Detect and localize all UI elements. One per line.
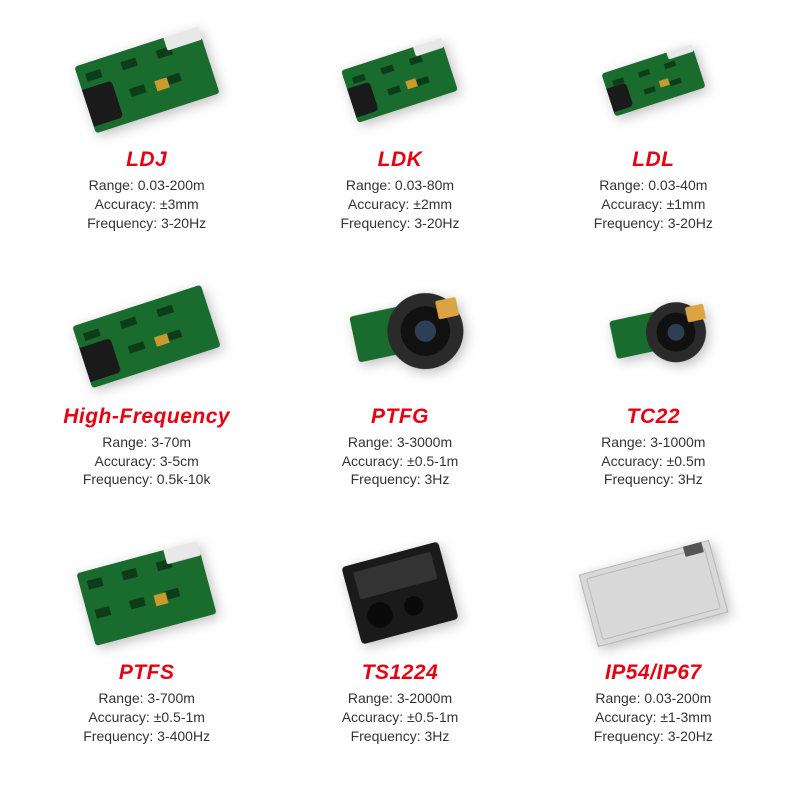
product-title: TC22 — [627, 405, 680, 429]
spec-accuracy: Accuracy: 3-5cm — [83, 452, 211, 471]
spec-range: Range: 3-2000m — [342, 689, 459, 708]
product-title: LDJ — [126, 148, 167, 172]
spec-frequency: Frequency: 3Hz — [601, 470, 705, 489]
product-title: LDK — [378, 148, 423, 172]
product-card: LDK Range: 0.03-80m Accuracy: ±2mm Frequ… — [283, 20, 516, 267]
spec-frequency: Frequency: 3Hz — [342, 470, 459, 489]
product-grid: LDJ Range: 0.03-200m Accuracy: ±3mm Freq… — [30, 20, 770, 780]
product-title: PTFG — [371, 405, 429, 429]
spec-accuracy: Accuracy: ±1-3mm — [594, 708, 713, 727]
spec-range: Range: 0.03-200m — [594, 689, 713, 708]
product-image — [573, 277, 733, 397]
spec-accuracy: Accuracy: ±2mm — [340, 195, 459, 214]
spec-range: Range: 3-70m — [83, 433, 211, 452]
product-card: High-Frequency Range: 3-70m Accuracy: 3-… — [30, 277, 263, 524]
product-title: TS1224 — [362, 661, 439, 685]
product-specs: Range: 0.03-40m Accuracy: ±1mm Frequency… — [594, 176, 713, 233]
module-icon — [328, 282, 473, 392]
product-image — [320, 20, 480, 140]
spec-range: Range: 0.03-80m — [340, 176, 459, 195]
module-icon — [341, 542, 458, 645]
spec-range: Range: 0.03-40m — [594, 176, 713, 195]
product-card: IP54/IP67 Range: 0.03-200m Accuracy: ±1-… — [537, 533, 770, 780]
product-specs: Range: 0.03-200m Accuracy: ±1-3mm Freque… — [594, 689, 713, 746]
product-image — [320, 533, 480, 653]
spec-frequency: Frequency: 3-400Hz — [83, 727, 210, 746]
product-image — [67, 533, 227, 653]
spec-range: Range: 3-700m — [83, 689, 210, 708]
module-icon — [601, 44, 705, 116]
spec-frequency: Frequency: 3Hz — [342, 727, 459, 746]
product-card: PTFS Range: 3-700m Accuracy: ±0.5-1m Fre… — [30, 533, 263, 780]
module-icon — [578, 540, 728, 647]
module-icon — [342, 38, 459, 123]
product-image — [573, 20, 733, 140]
product-card: TC22 Range: 3-1000m Accuracy: ±0.5m Freq… — [537, 277, 770, 524]
module-icon — [590, 290, 717, 382]
spec-accuracy: Accuracy: ±0.5-1m — [83, 708, 210, 727]
product-specs: Range: 3-1000m Accuracy: ±0.5m Frequency… — [601, 433, 705, 490]
module-icon — [74, 27, 219, 134]
product-card: PTFG Range: 3-3000m Accuracy: ±0.5-1m Fr… — [283, 277, 516, 524]
module-icon — [77, 541, 217, 646]
product-title: LDL — [632, 148, 674, 172]
product-image — [67, 20, 227, 140]
spec-range: Range: 0.03-200m — [87, 176, 206, 195]
spec-accuracy: Accuracy: ±0.5-1m — [342, 452, 459, 471]
spec-accuracy: Accuracy: ±3mm — [87, 195, 206, 214]
product-card: TS1224 Range: 3-2000m Accuracy: ±0.5-1m … — [283, 533, 516, 780]
product-card: LDL Range: 0.03-40m Accuracy: ±1mm Frequ… — [537, 20, 770, 267]
spec-frequency: Frequency: 0.5k-10k — [83, 470, 211, 489]
product-specs: Range: 3-3000m Accuracy: ±0.5-1m Frequen… — [342, 433, 459, 490]
spec-frequency: Frequency: 3-20Hz — [594, 727, 713, 746]
product-image — [573, 533, 733, 653]
product-specs: Range: 3-700m Accuracy: ±0.5-1m Frequenc… — [83, 689, 210, 746]
product-title: PTFS — [119, 661, 175, 685]
spec-frequency: Frequency: 3-20Hz — [87, 214, 206, 233]
spec-range: Range: 3-3000m — [342, 433, 459, 452]
product-specs: Range: 3-2000m Accuracy: ±0.5-1m Frequen… — [342, 689, 459, 746]
product-specs: Range: 0.03-200m Accuracy: ±3mm Frequenc… — [87, 176, 206, 233]
product-specs: Range: 0.03-80m Accuracy: ±2mm Frequency… — [340, 176, 459, 233]
spec-frequency: Frequency: 3-20Hz — [340, 214, 459, 233]
spec-range: Range: 3-1000m — [601, 433, 705, 452]
spec-accuracy: Accuracy: ±1mm — [594, 195, 713, 214]
spec-frequency: Frequency: 3-20Hz — [594, 214, 713, 233]
product-title: IP54/IP67 — [605, 661, 702, 685]
product-specs: Range: 3-70m Accuracy: 3-5cm Frequency: … — [83, 433, 211, 490]
product-image — [320, 277, 480, 397]
spec-accuracy: Accuracy: ±0.5m — [601, 452, 705, 471]
spec-accuracy: Accuracy: ±0.5-1m — [342, 708, 459, 727]
module-icon — [72, 285, 220, 389]
product-image — [67, 277, 227, 397]
product-title: High-Frequency — [63, 405, 230, 429]
product-card: LDJ Range: 0.03-200m Accuracy: ±3mm Freq… — [30, 20, 263, 267]
